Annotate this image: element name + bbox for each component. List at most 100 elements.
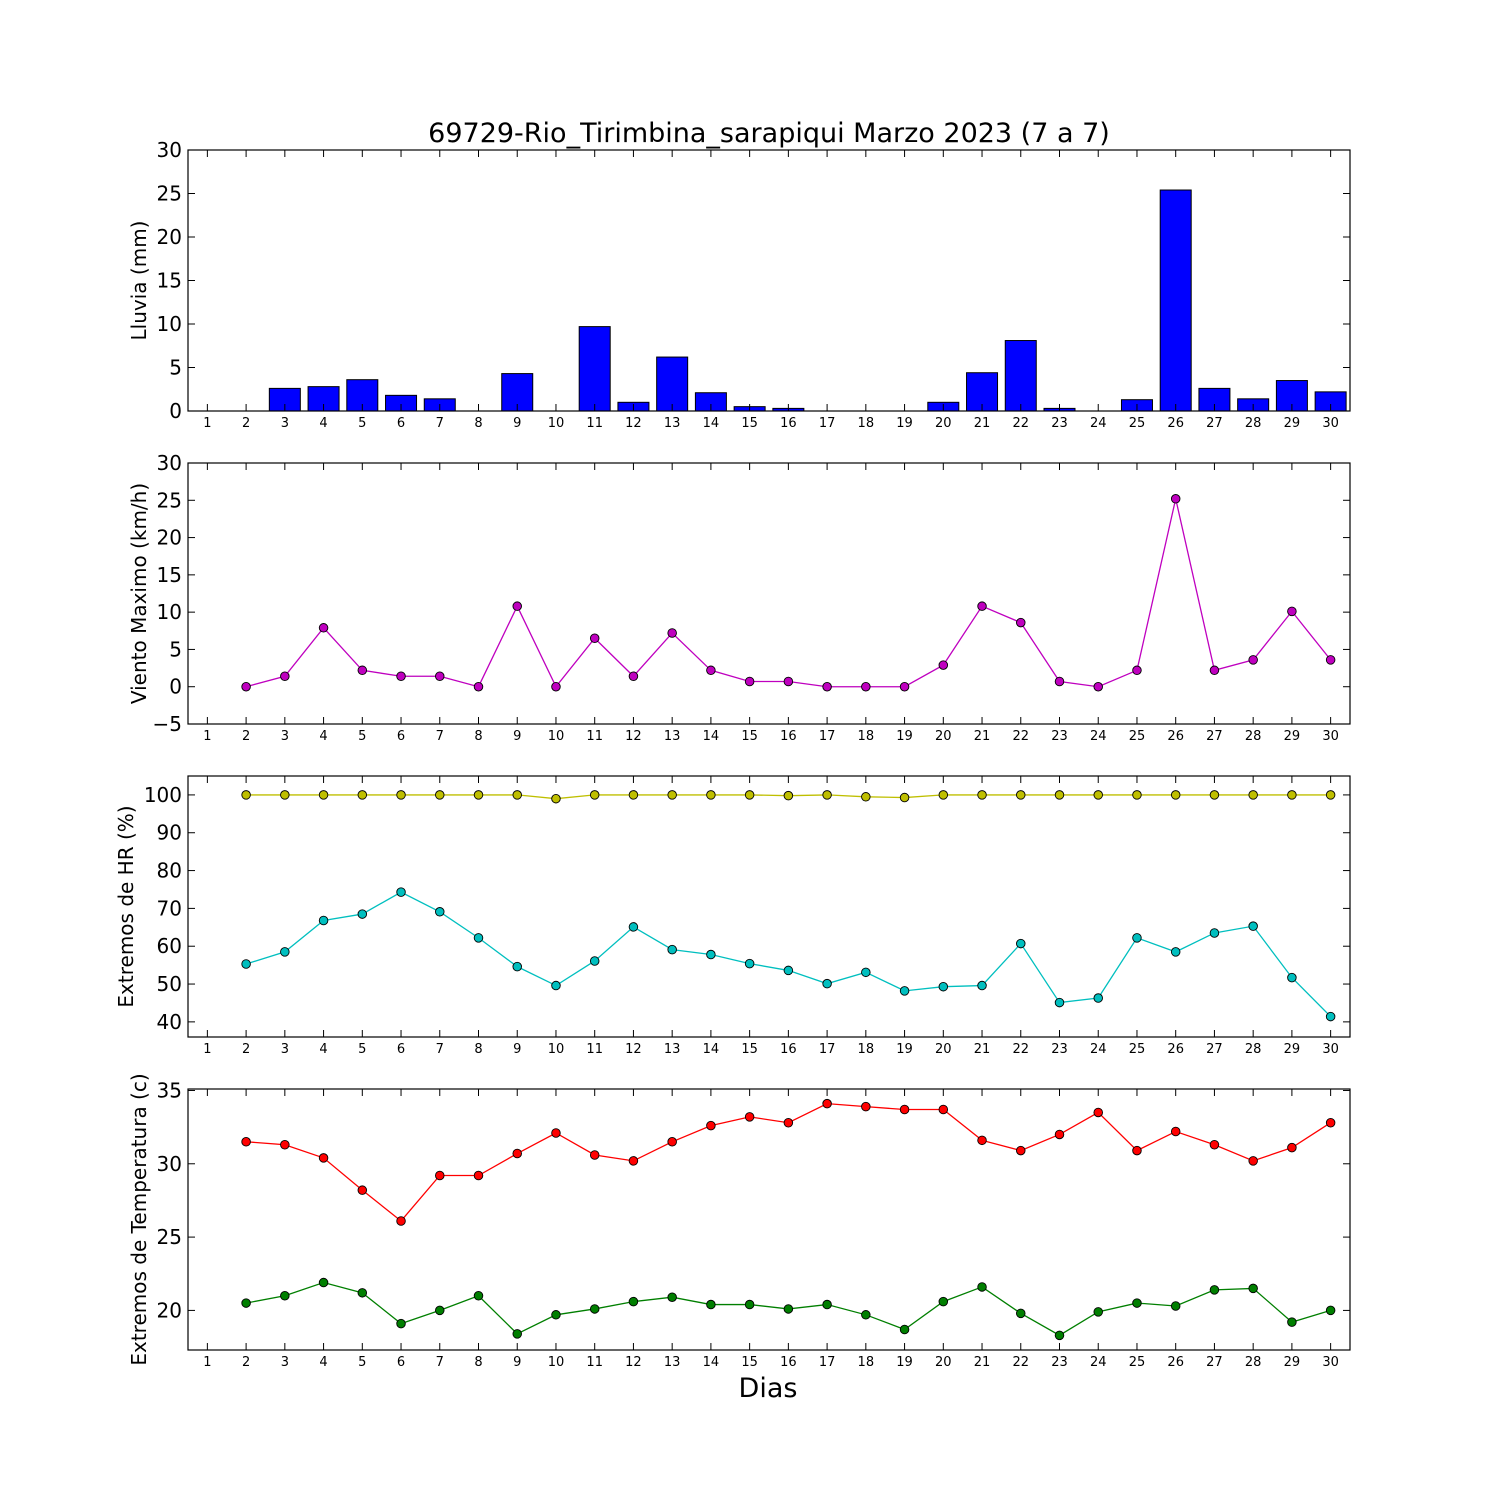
bar bbox=[656, 356, 689, 412]
data-point bbox=[1132, 665, 1142, 676]
data-point bbox=[1248, 921, 1258, 931]
y-tick-label: 30 bbox=[157, 451, 182, 475]
data-point bbox=[357, 909, 368, 919]
x-tick-label: 4 bbox=[319, 729, 327, 744]
data-point bbox=[1016, 1308, 1026, 1319]
data-point bbox=[1209, 1285, 1220, 1295]
x-tick-label: 24 bbox=[1090, 416, 1107, 431]
x-tick-label: 26 bbox=[1167, 416, 1184, 431]
x-tick-label: 14 bbox=[703, 1042, 720, 1057]
x-tick-label: 8 bbox=[474, 416, 482, 431]
x-tick-label: 26 bbox=[1167, 1042, 1184, 1057]
x-tick-label: 28 bbox=[1245, 1042, 1262, 1057]
data-point bbox=[1054, 676, 1065, 687]
data-point bbox=[512, 790, 522, 800]
axes-frame bbox=[187, 462, 1351, 725]
y-tick-label: 60 bbox=[157, 934, 182, 958]
data-point bbox=[1093, 790, 1103, 800]
data-point bbox=[241, 1137, 251, 1147]
x-tick-label: 13 bbox=[664, 1355, 681, 1370]
data-point bbox=[706, 949, 716, 960]
x-tick-label: 21 bbox=[974, 729, 991, 744]
data-point bbox=[473, 1170, 484, 1181]
x-tick-label: 24 bbox=[1090, 1355, 1107, 1370]
data-point bbox=[435, 1170, 445, 1181]
data-point bbox=[1248, 790, 1258, 800]
data-point bbox=[783, 676, 794, 687]
x-tick-label: 18 bbox=[858, 1355, 875, 1370]
data-point bbox=[280, 947, 290, 957]
x-tick-label: 18 bbox=[858, 1042, 875, 1057]
y-tick-label: 20 bbox=[157, 526, 182, 550]
x-tick-label: 28 bbox=[1245, 729, 1262, 744]
data-point bbox=[1016, 1145, 1026, 1156]
data-point bbox=[1170, 494, 1181, 504]
data-point bbox=[241, 1298, 251, 1308]
data-point bbox=[318, 1153, 329, 1163]
data-point bbox=[744, 958, 755, 969]
x-tick-label: 25 bbox=[1129, 416, 1146, 431]
data-point bbox=[551, 980, 561, 991]
x-tick-label: 19 bbox=[896, 1355, 913, 1370]
data-point bbox=[589, 956, 600, 966]
data-point bbox=[938, 1296, 949, 1307]
data-point bbox=[473, 1290, 484, 1301]
data-point bbox=[667, 1137, 677, 1147]
y-axis-label: Extremos de Temperatura (c) bbox=[127, 1073, 151, 1365]
data-point bbox=[938, 790, 949, 800]
x-tick-label: 1 bbox=[203, 729, 211, 744]
data-point bbox=[241, 790, 251, 800]
y-tick-label: 30 bbox=[157, 138, 182, 162]
y-tick-label: 20 bbox=[157, 225, 182, 249]
data-point bbox=[512, 1148, 522, 1159]
x-tick-label: 29 bbox=[1284, 729, 1301, 744]
y-tick-label: 25 bbox=[157, 182, 182, 206]
x-tick-label: 9 bbox=[513, 416, 521, 431]
x-tick-label: 19 bbox=[896, 416, 913, 431]
x-tick-label: 27 bbox=[1206, 1355, 1223, 1370]
x-tick-label: 11 bbox=[586, 1042, 603, 1057]
x-tick-label: 5 bbox=[358, 729, 366, 744]
y-axis-label: Extremos de HR (%) bbox=[114, 805, 138, 1007]
x-tick-label: 5 bbox=[358, 416, 366, 431]
data-point bbox=[938, 981, 949, 992]
data-point bbox=[822, 681, 832, 692]
data-point bbox=[280, 671, 290, 682]
data-point bbox=[589, 790, 600, 800]
data-point bbox=[1287, 1142, 1297, 1153]
x-tick-label: 19 bbox=[896, 729, 913, 744]
y-tick-label: 10 bbox=[157, 600, 182, 624]
x-tick-label: 27 bbox=[1206, 1042, 1223, 1057]
data-point bbox=[744, 676, 755, 687]
data-point bbox=[628, 1156, 639, 1166]
x-tick-label: 29 bbox=[1284, 416, 1301, 431]
x-tick-label: 2 bbox=[242, 416, 250, 431]
data-point bbox=[357, 1185, 368, 1195]
data-point bbox=[667, 628, 677, 638]
data-point bbox=[1093, 1107, 1103, 1118]
data-point bbox=[551, 1310, 561, 1320]
data-point bbox=[706, 665, 716, 676]
x-tick-label: 12 bbox=[625, 1042, 642, 1057]
data-point bbox=[1209, 1139, 1220, 1150]
x-tick-label: 10 bbox=[548, 729, 565, 744]
x-tick-label: 5 bbox=[358, 1042, 366, 1057]
data-point bbox=[899, 681, 910, 692]
data-point bbox=[1093, 993, 1103, 1003]
x-tick-label: 4 bbox=[319, 416, 327, 431]
data-point bbox=[1054, 1129, 1065, 1140]
data-point bbox=[1016, 617, 1026, 628]
x-tick-label: 25 bbox=[1129, 729, 1146, 744]
data-point bbox=[977, 1282, 987, 1292]
x-tick-label: 14 bbox=[703, 416, 720, 431]
data-point bbox=[357, 665, 368, 676]
x-tick-label: 23 bbox=[1051, 729, 1068, 744]
y-tick-label: 100 bbox=[144, 783, 182, 807]
x-tick-label: 9 bbox=[513, 729, 521, 744]
x-tick-label: 10 bbox=[548, 1355, 565, 1370]
